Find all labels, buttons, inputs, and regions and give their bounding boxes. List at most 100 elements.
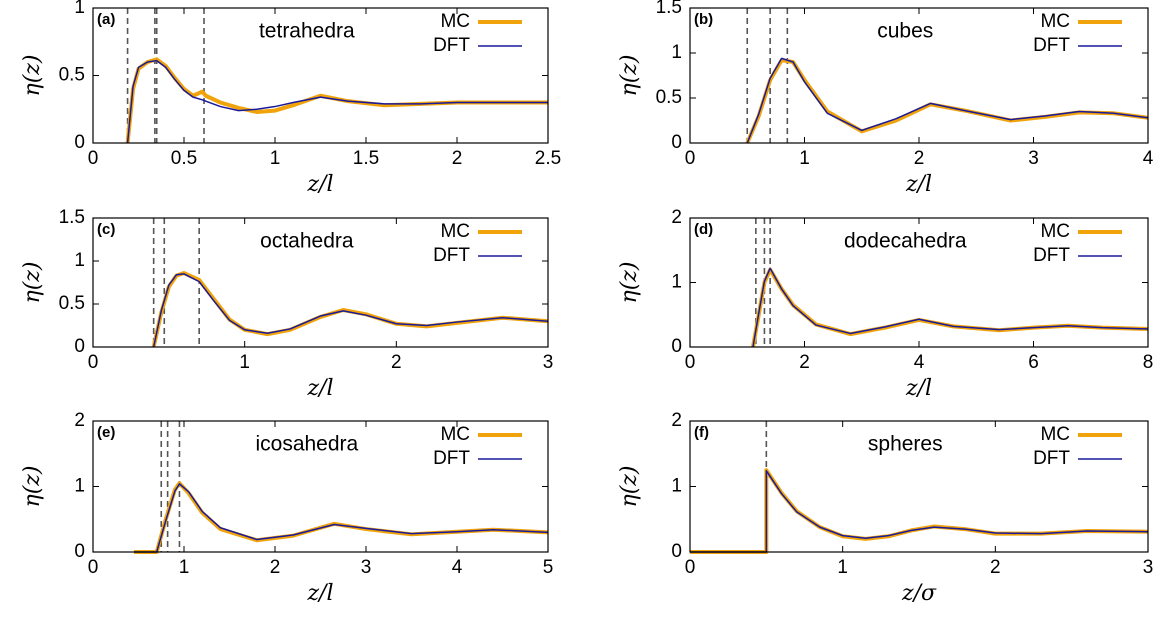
x-tick-label: 2.5: [535, 148, 561, 169]
x-tick-label: 3: [1143, 557, 1154, 578]
x-tick-label: 1: [239, 352, 250, 373]
panel-title: tetrahedra: [259, 20, 355, 43]
legend-label: DFT: [433, 245, 470, 266]
y-axis-label: η(z): [20, 262, 45, 304]
plot-frame: [92, 217, 549, 348]
x-tick-label: 3: [543, 352, 554, 373]
y-tick-label: 2: [671, 410, 682, 431]
y-tick-label: 1: [671, 272, 682, 293]
panel-label: (e): [97, 424, 115, 441]
x-axis-label: z/l: [306, 581, 333, 606]
legend-label: DFT: [1033, 35, 1070, 56]
panel-title: spheres: [868, 433, 943, 456]
x-axis-label: z/l: [306, 172, 333, 197]
y-tick-label: 1: [74, 0, 85, 18]
legend-label: MC: [440, 221, 470, 242]
plot-frame: [689, 217, 1149, 348]
legend-label: DFT: [1033, 448, 1070, 469]
panel-title: cubes: [877, 20, 933, 43]
x-tick-label: 3: [361, 557, 372, 578]
data-line: [133, 483, 549, 553]
panel-label: (c): [97, 221, 115, 238]
data-line: [690, 470, 1149, 553]
x-axis-label: z/l: [905, 376, 932, 401]
y-axis-label: η(z): [617, 262, 642, 304]
data-line: [152, 273, 549, 348]
x-tick-label: 0: [88, 352, 99, 373]
y-tick-label: 0.5: [59, 65, 85, 86]
y-axis-label: η(z): [617, 55, 642, 97]
legend-label: DFT: [1033, 245, 1070, 266]
x-axis-label: z/σ: [901, 581, 937, 606]
panel-label: (f): [694, 424, 709, 441]
y-tick-label: 0: [74, 541, 85, 562]
y-tick-label: 0: [671, 336, 682, 357]
y-tick-label: 2: [74, 410, 85, 431]
y-tick-label: 0.5: [656, 87, 682, 108]
x-tick-label: 2: [452, 148, 463, 169]
legend-label: MC: [1040, 221, 1070, 242]
data-line: [751, 267, 1149, 348]
x-tick-label: 4: [914, 352, 925, 373]
legend-label: MC: [440, 424, 470, 445]
panel-title: dodecahedra: [844, 230, 967, 253]
x-tick-label: 0.5: [171, 148, 197, 169]
data-line: [133, 481, 549, 554]
plot-frame: [92, 7, 549, 144]
y-tick-label: 1.5: [656, 0, 682, 18]
y-tick-label: 1: [74, 250, 85, 271]
x-tick-label: 0: [685, 352, 696, 373]
panel-title: octahedra: [260, 230, 354, 253]
legend-label: MC: [1040, 11, 1070, 32]
panel-label: (d): [694, 221, 713, 238]
plot-frame: [689, 420, 1149, 553]
x-axis-label: z/l: [905, 172, 932, 197]
data-line: [745, 58, 1149, 144]
x-tick-label: 1: [837, 557, 848, 578]
x-tick-label: 2: [270, 557, 281, 578]
y-tick-label: 0: [74, 132, 85, 153]
x-tick-label: 3: [1028, 148, 1039, 169]
data-line: [125, 57, 548, 144]
y-axis-label: η(z): [20, 55, 45, 97]
y-tick-label: 1.5: [59, 207, 85, 228]
x-tick-label: 6: [1028, 352, 1039, 373]
y-tick-label: 0: [74, 336, 85, 357]
panel-label: (a): [97, 11, 115, 28]
y-tick-label: 0.5: [59, 293, 85, 314]
x-tick-label: 4: [1143, 148, 1154, 169]
x-tick-label: 1: [179, 557, 190, 578]
x-tick-label: 1.5: [353, 148, 379, 169]
y-axis-label: η(z): [20, 466, 45, 508]
legend-label: DFT: [433, 35, 470, 56]
data-line: [746, 57, 1149, 144]
x-tick-label: 2: [799, 352, 810, 373]
panel-label: (b): [694, 11, 713, 28]
y-axis-label: η(z): [617, 466, 642, 508]
x-tick-label: 1: [270, 148, 281, 169]
legend-label: MC: [440, 11, 470, 32]
x-tick-label: 0: [685, 148, 696, 169]
y-tick-label: 0: [671, 541, 682, 562]
x-tick-label: 2: [391, 352, 402, 373]
x-tick-label: 5: [543, 557, 554, 578]
legend-label: DFT: [433, 448, 470, 469]
legend-label: MC: [1040, 424, 1070, 445]
y-tick-label: 1: [74, 476, 85, 497]
x-tick-label: 2: [990, 557, 1001, 578]
x-tick-label: 2: [914, 148, 925, 169]
y-tick-label: 1: [671, 42, 682, 63]
y-tick-label: 1: [671, 476, 682, 497]
x-tick-label: 4: [452, 557, 463, 578]
x-tick-label: 1: [799, 148, 810, 169]
x-tick-label: 0: [88, 557, 99, 578]
plot-frame: [92, 420, 549, 553]
x-tick-label: 0: [685, 557, 696, 578]
x-axis-label: z/l: [306, 376, 333, 401]
x-tick-label: 0: [88, 148, 99, 169]
data-line: [752, 267, 1149, 348]
panel-title: icosahedra: [255, 433, 358, 456]
y-tick-label: 0: [671, 132, 682, 153]
y-tick-label: 2: [671, 207, 682, 228]
